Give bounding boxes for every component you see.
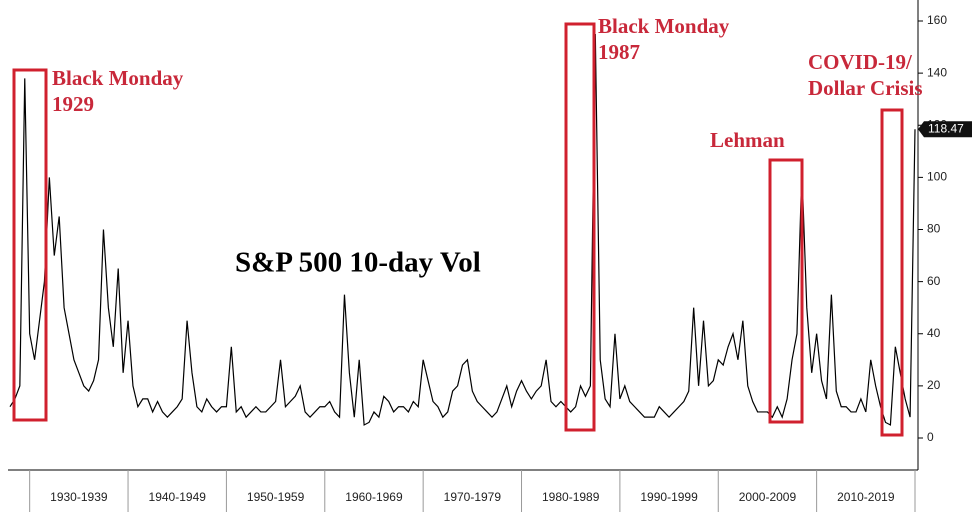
highlight-box [12, 68, 48, 422]
x-tick-label: 1990-1999 [640, 490, 698, 504]
last-value-box [918, 121, 972, 138]
x-tick-label: 1980-1989 [542, 490, 600, 504]
highlight-box [768, 158, 804, 424]
x-tick-label: 1950-1959 [247, 490, 305, 504]
x-tick-label: 1930-1939 [50, 490, 108, 504]
annotation: Black Monday 1929 [52, 66, 184, 116]
y-tick-label: 40 [927, 326, 941, 340]
chart-title: S&P 500 10-day Vol [235, 247, 481, 279]
y-tick-label: 60 [927, 274, 941, 288]
x-tick-label: 2010-2019 [837, 490, 895, 504]
x-tick-label: 1960-1969 [345, 490, 403, 504]
y-tick-label: 80 [927, 222, 941, 236]
y-tick-label: 140 [927, 65, 947, 79]
plot-area [9, 34, 916, 426]
y-tick-label: 20 [927, 378, 941, 392]
highlight-box [880, 108, 904, 437]
y-tick-label: 100 [927, 170, 947, 184]
annotation: Black Monday 1987 [598, 14, 730, 64]
x-tick-label: 1970-1979 [444, 490, 502, 504]
annotation: Lehman [710, 128, 785, 152]
last-value-label: 118.47 [928, 121, 964, 135]
highlight-box [564, 22, 596, 432]
vol-line [9, 34, 916, 426]
annotation: COVID-19/Dollar Crisis [808, 50, 923, 100]
y-tick-label: 0 [927, 430, 934, 444]
x-tick-label: 1940-1949 [149, 490, 207, 504]
y-tick-label: 160 [927, 13, 947, 27]
x-tick-label: 2000-2009 [739, 490, 797, 504]
